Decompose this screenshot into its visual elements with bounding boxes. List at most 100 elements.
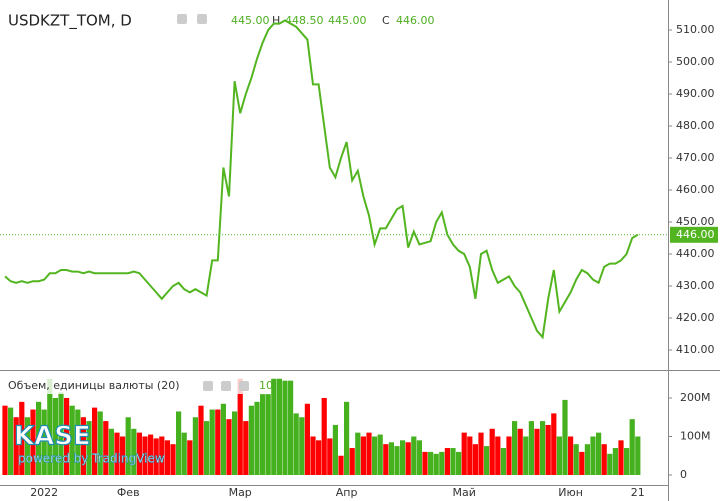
volume-bar (512, 421, 518, 475)
volume-legend-bg (4, 378, 254, 394)
volume-bar (321, 397, 327, 475)
close-label: C (382, 14, 390, 27)
volume-bar (332, 424, 338, 475)
last-price-tag (670, 226, 718, 243)
y-tick-label: 480.00 (676, 119, 715, 132)
x-tick-label: Июн (558, 486, 583, 499)
volume-bar (243, 421, 249, 475)
volume-bar (304, 403, 310, 475)
volume-bar (164, 440, 170, 475)
volume-bar (411, 436, 417, 475)
y-tick-label: 420.00 (676, 311, 715, 324)
volume-bar (248, 405, 254, 475)
volume-bar (13, 417, 19, 475)
volume-bar (299, 417, 305, 475)
volume-bar (232, 411, 238, 475)
volume-bar (489, 428, 495, 475)
y-tick-label: 470.00 (676, 151, 715, 164)
volume-bar (484, 446, 490, 475)
last-price-label: 446.00 (676, 228, 715, 241)
volume-bar (288, 380, 294, 475)
volume-bar (265, 394, 271, 475)
price-line (4, 19, 639, 340)
volume-bar (69, 405, 75, 475)
close-value: 446.00 (396, 14, 435, 27)
volume-bar (80, 417, 86, 475)
volume-bar (24, 417, 30, 475)
volume-bar (472, 444, 478, 475)
volume-bar (456, 451, 462, 475)
y-tick-label: 500.00 (676, 55, 715, 68)
volume-bar (131, 428, 137, 475)
x-tick-label: Апр (336, 486, 358, 499)
volume-bar (120, 436, 126, 475)
x-tick-label: 2022 (30, 486, 58, 499)
volume-bar (562, 399, 568, 475)
volume-bar (92, 407, 98, 475)
volume-bar (170, 444, 176, 475)
volume-current: 10 (259, 379, 273, 392)
volume-bar (52, 397, 58, 475)
volume-bar (47, 378, 53, 475)
volume-bar (108, 428, 114, 475)
volume-bar (19, 401, 25, 475)
volume-bar (400, 440, 406, 475)
volume-bar (596, 432, 602, 475)
volume-bar (366, 432, 372, 475)
volume-bar (316, 440, 322, 475)
volume-bar (405, 442, 411, 475)
volume-bar (388, 442, 394, 475)
x-tick-label: 21 (631, 486, 645, 499)
volume-bar (344, 401, 350, 475)
volume-bar (461, 432, 467, 475)
volume-icons (203, 381, 249, 391)
watermark: KASE (14, 422, 91, 452)
volume-bar (97, 411, 103, 475)
volume-bar (607, 453, 613, 475)
y-tick-label: 450.00 (676, 215, 715, 228)
volume-bar (584, 444, 590, 475)
volume-bar (624, 448, 630, 475)
volume-bar (209, 409, 215, 475)
volume-bar (187, 440, 193, 475)
header-icons (177, 14, 207, 24)
y-tick-label: 490.00 (676, 87, 715, 100)
open-value: 445.00 (231, 14, 270, 27)
volume-bar (30, 409, 36, 475)
chart-title: USDKZT_TOM, D (8, 12, 132, 31)
y-tick-label: 510.00 (676, 23, 715, 36)
volume-tick-label: 0 (680, 468, 687, 481)
volume-bar (523, 436, 529, 475)
volume-bar (282, 380, 288, 475)
volume-bar (573, 444, 579, 475)
volume-bar (528, 421, 534, 475)
volume-bar (41, 409, 47, 475)
volume-bar (612, 448, 618, 475)
volume-bar (159, 436, 165, 475)
volume-bar (568, 436, 574, 475)
volume-bar (2, 405, 8, 475)
volume-bar (416, 440, 422, 475)
volume-bar (478, 432, 484, 475)
volume-bar (450, 448, 456, 475)
volume-bar (590, 436, 596, 475)
volume-bar (629, 419, 635, 475)
volume-bar (338, 455, 344, 475)
volume-tick-label: 100M (680, 429, 711, 442)
volume-bar (444, 448, 450, 475)
volume-bar (327, 438, 333, 475)
x-tick-label: Мар (229, 486, 252, 499)
volume-bar (153, 438, 159, 475)
volume-bar (551, 413, 557, 475)
x-tick-label: Май (453, 486, 476, 499)
volume-bar (428, 451, 434, 475)
volume-bar (58, 392, 64, 475)
volume-bar (433, 453, 439, 475)
volume-bar (540, 421, 546, 475)
volume-bar (204, 421, 210, 475)
volume-bar (142, 436, 148, 475)
volume-bar (422, 451, 428, 475)
volume-bar (148, 434, 154, 475)
volume-bar (534, 428, 540, 475)
